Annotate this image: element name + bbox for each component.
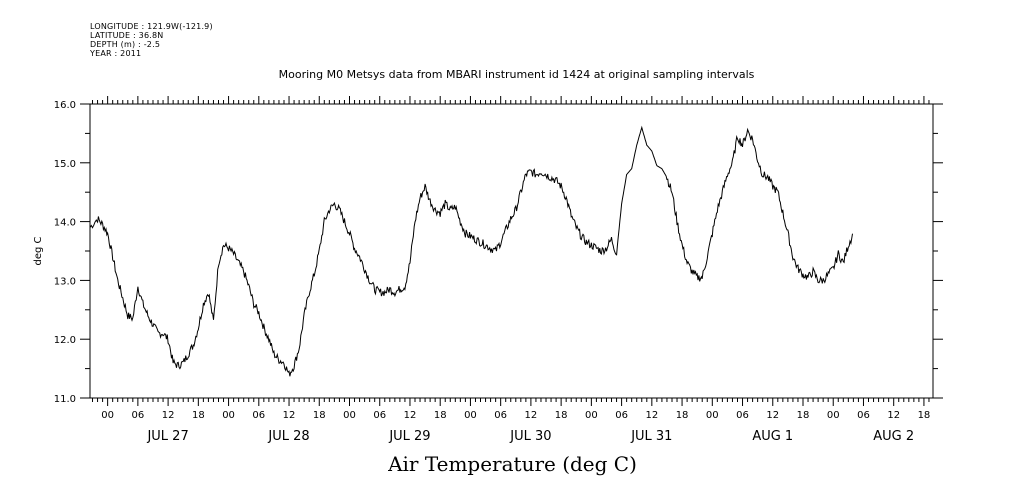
x-day-label: JUL 29 bbox=[388, 429, 430, 444]
chart-title: Mooring M0 Metsys data from MBARI instru… bbox=[278, 68, 755, 81]
x-hour-label: 06 bbox=[857, 410, 870, 421]
x-hour-label: 12 bbox=[162, 410, 175, 421]
x-hour-label: 00 bbox=[827, 410, 840, 421]
x-hour-label: 18 bbox=[676, 410, 689, 421]
x-hour-label: 18 bbox=[313, 410, 326, 421]
x-hour-label: 00 bbox=[343, 410, 356, 421]
x-hour-label: 00 bbox=[222, 410, 235, 421]
plot-frame bbox=[89, 103, 934, 399]
y-tick-label: 14.0 bbox=[54, 218, 76, 229]
x-day-label: AUG 2 bbox=[873, 429, 914, 444]
x-hour-label: 00 bbox=[585, 410, 598, 421]
x-hour-label: 18 bbox=[918, 410, 931, 421]
y-tick-label: 11.0 bbox=[54, 394, 76, 405]
x-axis-title: Air Temperature (deg C) bbox=[388, 452, 637, 476]
x-hour-label: 18 bbox=[797, 410, 810, 421]
year-label: YEAR : 2011 bbox=[90, 49, 142, 58]
x-hour-label: 00 bbox=[464, 410, 477, 421]
x-day-label: JUL 28 bbox=[267, 429, 309, 444]
x-hour-label: 18 bbox=[192, 410, 205, 421]
depth-label: DEPTH (m) : -2.5 bbox=[90, 40, 161, 49]
x-day-label: JUL 30 bbox=[509, 429, 551, 444]
x-hour-label: 18 bbox=[434, 410, 447, 421]
x-day-label: JUL 31 bbox=[630, 429, 672, 444]
x-hour-label: 06 bbox=[132, 410, 145, 421]
x-hour-label: 00 bbox=[706, 410, 719, 421]
x-hour-label: 06 bbox=[494, 410, 507, 421]
y-tick-label: 16.0 bbox=[54, 100, 76, 111]
y-tick-label: 15.0 bbox=[54, 159, 76, 170]
y-tick-label: 12.0 bbox=[54, 335, 76, 346]
x-hour-label: 12 bbox=[645, 410, 658, 421]
x-hour-label: 00 bbox=[101, 410, 114, 421]
x-hour-label: 06 bbox=[373, 410, 386, 421]
x-hour-label: 06 bbox=[252, 410, 265, 421]
x-hour-label: 06 bbox=[736, 410, 749, 421]
x-day-label: JUL 27 bbox=[146, 429, 188, 444]
x-hour-label: 12 bbox=[887, 410, 900, 421]
latitude-label: LATITUDE : 36.8N bbox=[90, 31, 164, 40]
x-hour-label: 06 bbox=[615, 410, 628, 421]
y-axis-label: deg C bbox=[33, 236, 44, 265]
x-hour-label: 12 bbox=[283, 410, 296, 421]
y-tick-label: 13.0 bbox=[54, 276, 76, 287]
x-hour-label: 12 bbox=[766, 410, 779, 421]
x-hour-label: 18 bbox=[555, 410, 568, 421]
x-hour-label: 12 bbox=[525, 410, 538, 421]
air-temperature-line bbox=[89, 125, 853, 377]
x-day-label: AUG 1 bbox=[752, 429, 793, 444]
station-metadata: LONGITUDE : 121.9W(-121.9) LATITUDE : 36… bbox=[90, 22, 213, 58]
x-hour-label: 12 bbox=[404, 410, 417, 421]
longitude-label: LONGITUDE : 121.9W(-121.9) bbox=[90, 22, 213, 31]
